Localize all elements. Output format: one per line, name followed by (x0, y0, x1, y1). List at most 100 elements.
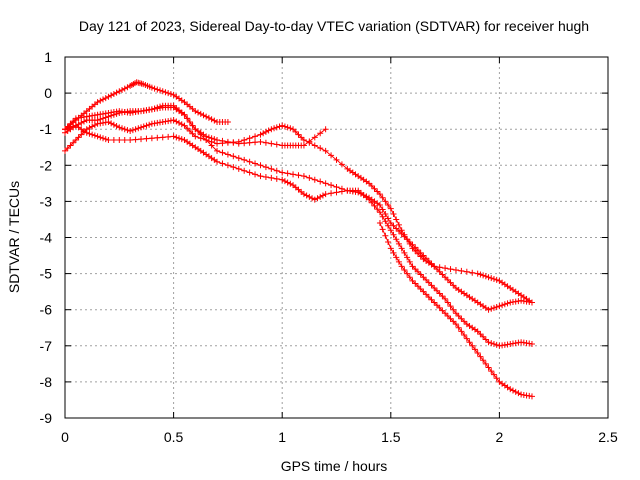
data-point (273, 167, 280, 174)
data-point (186, 128, 193, 135)
data-point (186, 118, 193, 125)
y-tick-label: -6 (40, 302, 53, 318)
series-arc-f (376, 220, 535, 400)
data-point (393, 225, 400, 232)
y-tick-label: -5 (40, 266, 53, 282)
data-point (469, 269, 476, 276)
y-tick-label: -7 (40, 338, 53, 354)
data-point (91, 132, 98, 139)
data-point (119, 125, 126, 132)
data-point (121, 137, 128, 144)
y-tick-label: -1 (40, 121, 53, 137)
data-point (433, 302, 440, 309)
data-point (295, 131, 302, 138)
data-point (366, 180, 373, 187)
data-point (477, 271, 484, 278)
data-point (317, 130, 324, 137)
data-point (224, 139, 231, 146)
data-point (235, 138, 242, 145)
data-point (436, 304, 443, 311)
data-point (368, 183, 375, 190)
data-point (425, 294, 432, 301)
data-point (268, 140, 275, 147)
data-point (311, 142, 318, 149)
data-point (417, 285, 424, 292)
data-point (436, 290, 443, 297)
x-tick-label: 2.5 (598, 429, 618, 445)
data-point (469, 342, 476, 349)
data-point (252, 133, 259, 140)
data-point (455, 313, 462, 320)
data-point (262, 174, 269, 181)
data-point (235, 155, 242, 162)
data-point (406, 258, 413, 265)
data-point (406, 239, 413, 246)
data-point (257, 138, 264, 145)
data-point (328, 190, 335, 197)
data-point (322, 147, 329, 154)
data-point (241, 137, 248, 144)
x-tick-label: 1 (278, 429, 286, 445)
data-point (442, 274, 449, 281)
x-tick-label: 2 (496, 429, 504, 445)
data-point (154, 134, 161, 141)
data-point (480, 272, 487, 279)
series-trace (64, 125, 533, 347)
data-point (94, 133, 101, 140)
data-point (105, 113, 112, 120)
series-arc-c (62, 117, 535, 306)
data-point (385, 222, 392, 229)
data-point (262, 139, 269, 146)
data-point (482, 273, 489, 280)
data-point (241, 167, 248, 174)
data-point (219, 149, 226, 156)
data-point (300, 191, 307, 198)
data-point (338, 188, 345, 195)
data-point (252, 139, 259, 146)
data-point (148, 106, 155, 113)
data-point (81, 118, 88, 125)
data-point (62, 126, 68, 133)
data-point (143, 135, 150, 142)
data-point (157, 87, 164, 94)
data-point (205, 134, 212, 141)
x-axis-label: GPS time / hours (281, 458, 388, 474)
data-point (480, 357, 487, 364)
data-point (387, 245, 394, 252)
data-point (423, 291, 430, 298)
data-point (485, 274, 492, 281)
data-point (230, 153, 237, 160)
data-point (328, 152, 335, 159)
data-point (528, 299, 535, 306)
data-point (398, 263, 405, 270)
data-point (412, 244, 419, 251)
data-point (70, 139, 77, 146)
data-point (406, 274, 413, 281)
data-point (322, 191, 329, 198)
data-point (374, 206, 381, 213)
data-point (447, 315, 454, 322)
data-point (72, 137, 79, 144)
data-point (165, 90, 172, 97)
data-point (450, 282, 457, 289)
data-point (298, 134, 305, 141)
data-point (485, 306, 492, 313)
data-point (401, 249, 408, 256)
data-point (176, 135, 183, 142)
data-point (70, 118, 77, 125)
data-point (281, 178, 288, 185)
data-point (279, 169, 286, 176)
data-point (260, 130, 267, 137)
data-point (458, 315, 465, 322)
data-point (439, 293, 446, 300)
data-point (409, 263, 416, 270)
data-point (379, 213, 386, 220)
data-point (409, 277, 416, 284)
data-point (401, 233, 408, 240)
data-series (62, 79, 535, 400)
data-point (148, 135, 155, 142)
data-point (284, 124, 291, 131)
data-point (203, 137, 210, 144)
data-point (110, 111, 117, 118)
data-point (395, 228, 402, 235)
